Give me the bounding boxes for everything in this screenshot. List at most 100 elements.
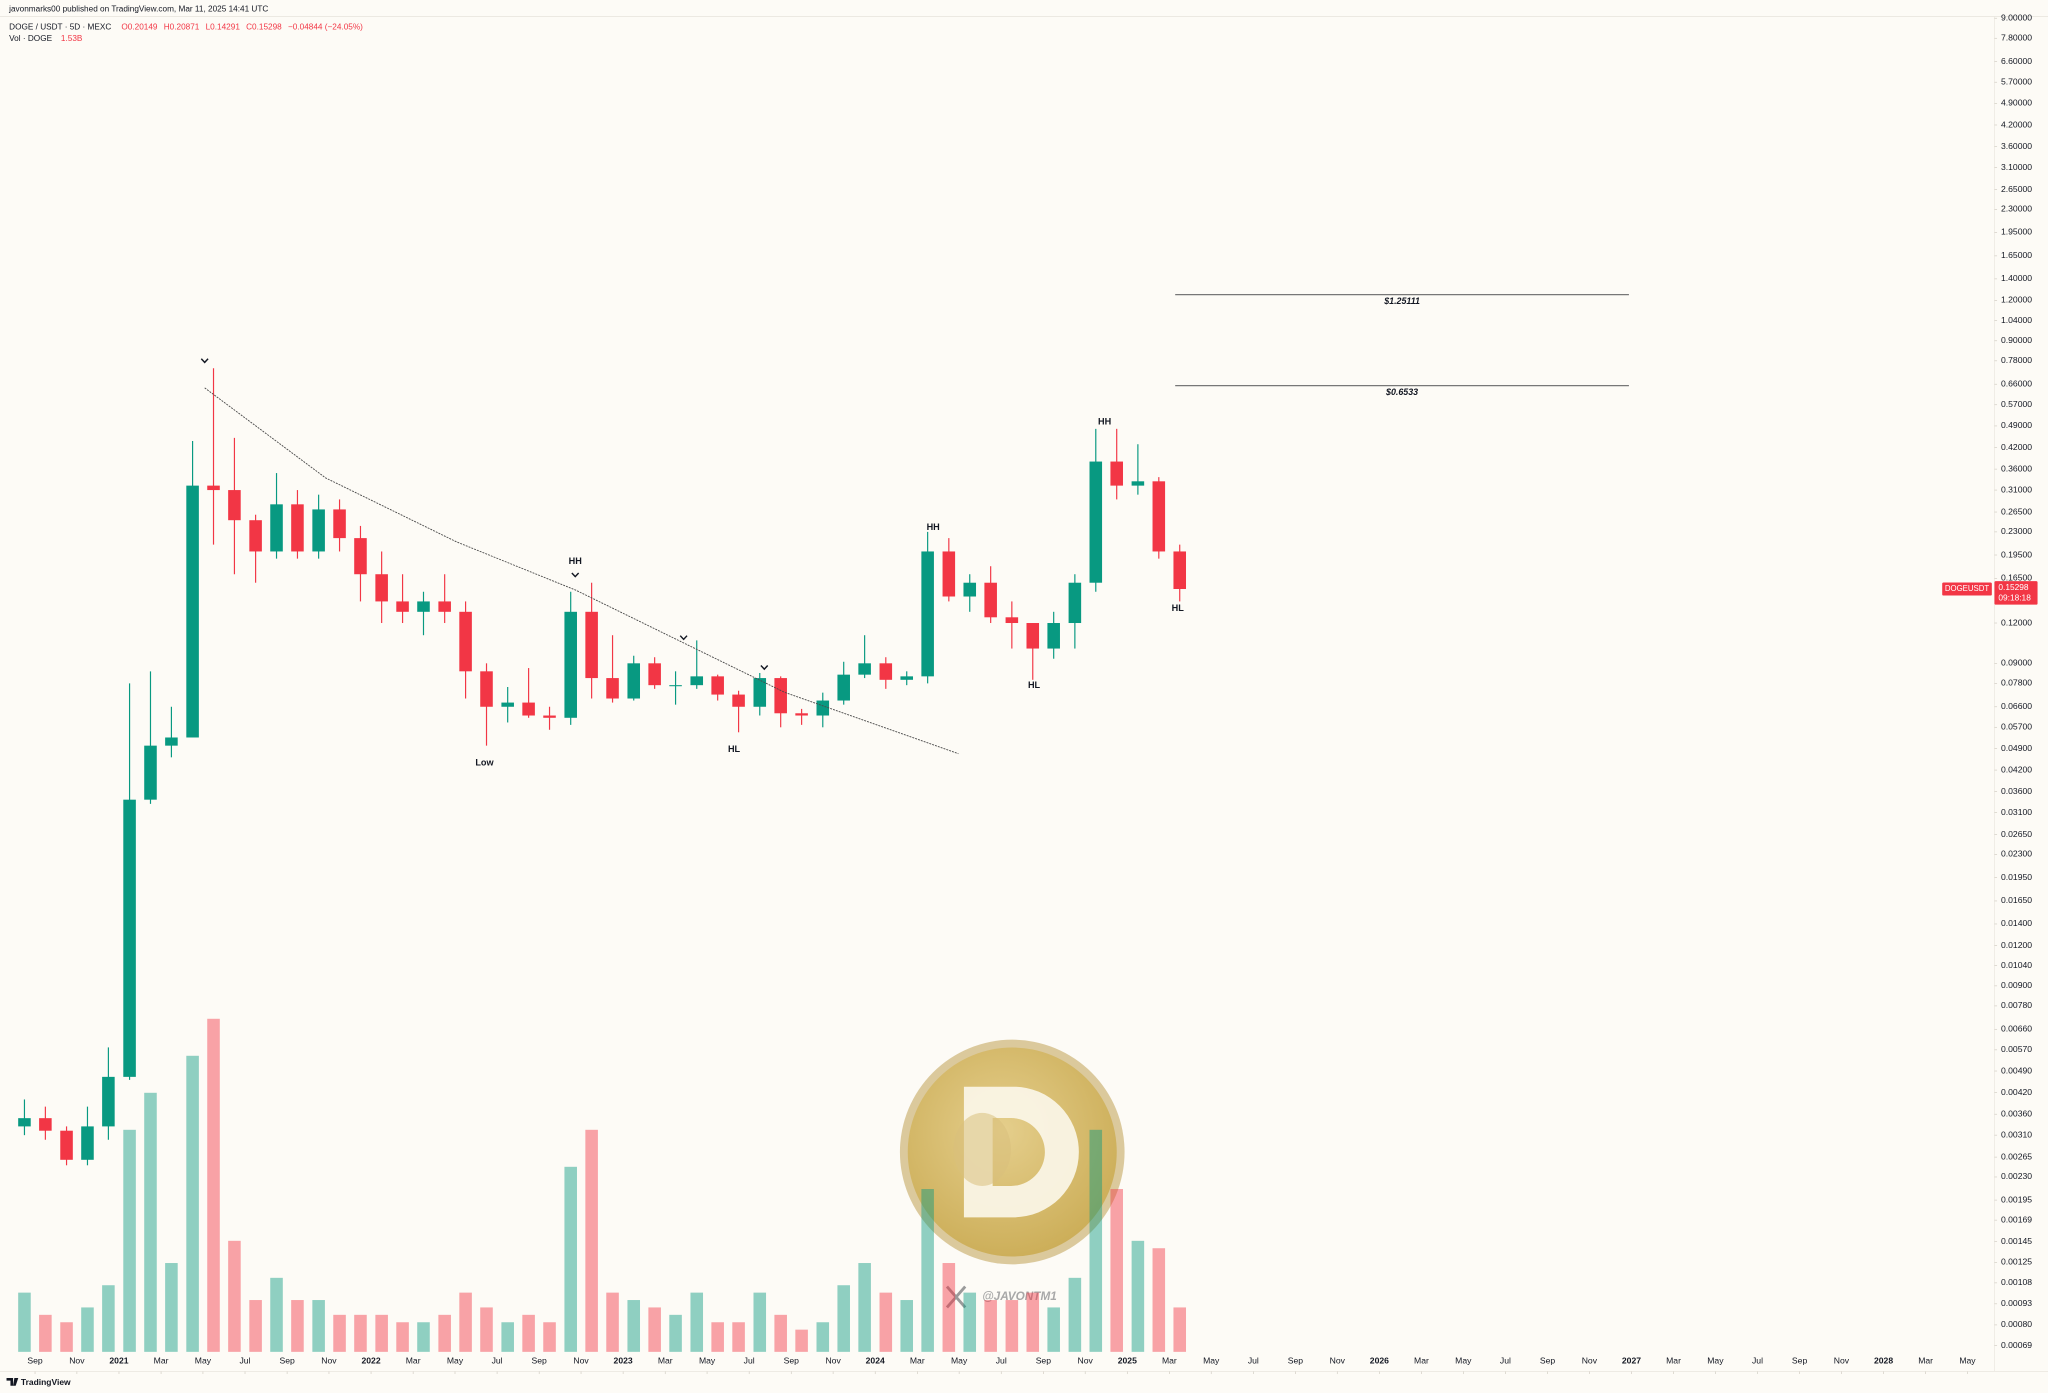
y-tick-label: 0.00570 (2001, 1044, 2032, 1054)
y-tick-label: 6.60000 (2001, 56, 2032, 66)
x-tick-label: May (1455, 1355, 1472, 1365)
volume-bar (375, 1314, 388, 1352)
y-tick-label: 0.02300 (2001, 849, 2032, 859)
legend-symbol-line: DOGE / USDT · 5D · MEXC O0.20149 H0.2087… (9, 23, 363, 32)
candle-body (228, 490, 241, 521)
doge-logo (899, 1039, 1125, 1265)
y-tick-label: 0.90000 (2001, 335, 2032, 345)
volume-bar (312, 1300, 325, 1352)
annotation: HH (927, 522, 940, 532)
volume-bar (900, 1300, 914, 1352)
volume-bar (732, 1322, 745, 1352)
candle-body (249, 520, 262, 552)
annotation: HH (569, 556, 582, 566)
volume-bar (795, 1329, 808, 1352)
y-tick-label: 0.06600 (2001, 701, 2032, 711)
legend-volume-line: Vol · DOGE 1.53B (9, 34, 83, 43)
x-tick-label: Jul (1500, 1355, 1511, 1365)
y-tick-label: 0.01040 (2001, 960, 2032, 970)
volume-bar (207, 1018, 220, 1352)
x-tick-label: Mar (406, 1355, 421, 1365)
x-logo (945, 1285, 967, 1309)
y-tick-label: 0.00145 (2001, 1236, 2032, 1246)
y-tick-label: 1.65000 (2001, 250, 2032, 260)
volume-bar (522, 1314, 535, 1352)
candle-body (690, 676, 704, 686)
volume-bar (291, 1300, 304, 1352)
candle-body (774, 678, 787, 714)
candle-body (354, 538, 367, 575)
x-tick-label: Nov (1078, 1355, 1094, 1365)
y-tick-label: 0.19500 (2001, 549, 2032, 559)
candle-body (1005, 617, 1019, 624)
y-tick-label: 0.12000 (2001, 617, 2032, 627)
volume-bar (354, 1314, 367, 1352)
volume-pane (18, 1018, 1187, 1352)
volume-bar (1026, 1292, 1040, 1352)
y-tick-label: 1.04000 (2001, 315, 2032, 325)
candle-body (102, 1076, 115, 1127)
volume-bar (942, 1263, 956, 1352)
volume-label: Vol · DOGE (9, 34, 52, 43)
x-tick-label: 2024 (866, 1355, 885, 1365)
volume-bar (459, 1292, 472, 1352)
y-tick-label: 0.26500 (2001, 506, 2032, 516)
volume-bar (816, 1322, 830, 1352)
x-tick-label: Sep (1540, 1355, 1556, 1365)
x-tick-label: May (447, 1355, 464, 1365)
y-tick-label: 0.49000 (2001, 420, 2032, 430)
volume-value: 1.53B (61, 34, 83, 43)
candle-body (942, 551, 956, 597)
volume-bar (1005, 1300, 1019, 1352)
candle-body (396, 601, 409, 612)
volume-bar (921, 1189, 934, 1352)
volume-bar (858, 1263, 871, 1352)
volume-bar (879, 1292, 893, 1352)
volume-bar (417, 1322, 430, 1352)
candle-body (627, 663, 641, 699)
candle-body (165, 737, 178, 746)
volume-bar (18, 1292, 31, 1352)
volume-bar (333, 1314, 346, 1352)
candle-body (270, 504, 283, 552)
candle-body (732, 694, 745, 707)
volume-bar (1110, 1189, 1123, 1352)
candle-body (921, 551, 934, 677)
y-tick-label: 9.00000 (2001, 13, 2032, 23)
y-tick-label: 0.07800 (2001, 678, 2032, 688)
candle-body (648, 663, 661, 686)
x-tick-label: Nov (1834, 1355, 1850, 1365)
volume-bar (39, 1314, 52, 1352)
volume-bar (690, 1292, 704, 1352)
x-tick-label: Jul (492, 1355, 503, 1365)
x-tick-label: Sep (27, 1355, 43, 1365)
y-tick-label: 0.00265 (2001, 1151, 2032, 1161)
candle-body (1110, 461, 1123, 486)
price-tag (1994, 581, 2038, 605)
x-tick-label: May (1203, 1355, 1220, 1365)
volume-bar (165, 1263, 178, 1352)
volume-bar (228, 1240, 241, 1352)
y-tick-label: 0.03100 (2001, 807, 2032, 817)
candle-body (753, 678, 767, 707)
volume-bar (123, 1129, 136, 1352)
annotation: HL (1028, 680, 1041, 690)
price-tag-countdown: 09:18:18 (1998, 592, 2031, 602)
candle-body (1047, 623, 1060, 649)
y-tick-label: 1.95000 (2001, 227, 2032, 237)
x-tick-label: 2026 (1370, 1355, 1389, 1365)
y-tick-label: 0.04200 (2001, 764, 2032, 774)
volume-bar (963, 1292, 977, 1352)
volume-bar (396, 1322, 409, 1352)
published-note: javonmarks00 published on TradingView.co… (8, 4, 268, 13)
x-tick-label: 2021 (109, 1355, 128, 1365)
volume-bar (438, 1314, 451, 1352)
x-tick-label: May (195, 1355, 212, 1365)
annotation: HL (1172, 603, 1185, 613)
volume-bar (270, 1277, 283, 1352)
candles (18, 368, 1187, 1166)
y-tick-label: 2.65000 (2001, 184, 2032, 194)
candle-body (417, 601, 430, 612)
x-tick-label: Sep (1036, 1355, 1052, 1365)
y-tick-label: 0.05700 (2001, 722, 2032, 732)
